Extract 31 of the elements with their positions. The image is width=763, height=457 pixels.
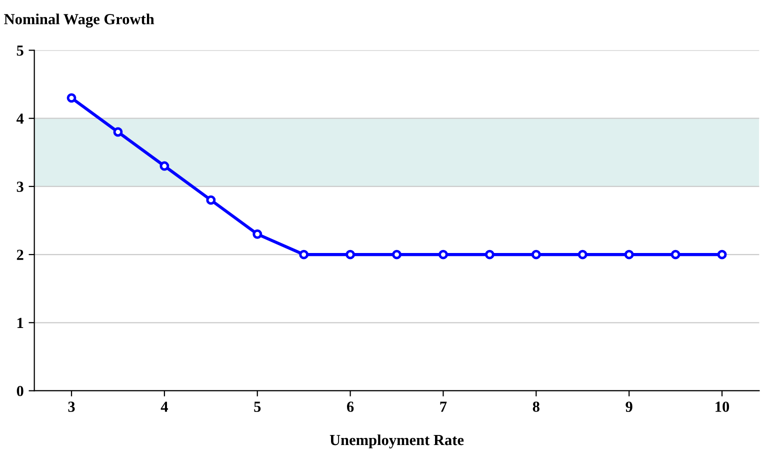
point [206,195,216,205]
x-tick-label: 9 [626,402,632,412]
point [717,250,727,260]
y-tick-label: 3 [16,182,24,192]
point [484,250,494,260]
x-tick-label: 8 [532,402,540,412]
x-tick-label: 3 [68,402,75,412]
point [66,93,76,103]
point [113,127,123,137]
point [438,250,448,260]
y-tick-label: 4 [16,114,24,124]
x-tick-label: 4 [160,402,168,412]
y-axis-title: Nominal Wage Growth [4,14,154,28]
point [252,229,262,239]
point [578,250,588,260]
x-tick-label: 7 [440,402,447,412]
x-tick-label: 6 [347,402,354,412]
y-tick-label: 1 [18,318,24,328]
x-axis-title: Unemployment Rate [330,434,464,448]
y-tick-label: 2 [16,250,24,260]
y-tick-label: 5 [16,46,24,56]
point [624,250,634,260]
point [531,250,541,260]
x-tick-label: 5 [254,402,261,412]
point [346,250,356,260]
x-tick-label: 10 [716,402,730,412]
point [160,161,170,171]
point [392,250,402,260]
y-tick-label: 0 [16,386,24,396]
point [299,250,309,260]
point [670,250,680,260]
